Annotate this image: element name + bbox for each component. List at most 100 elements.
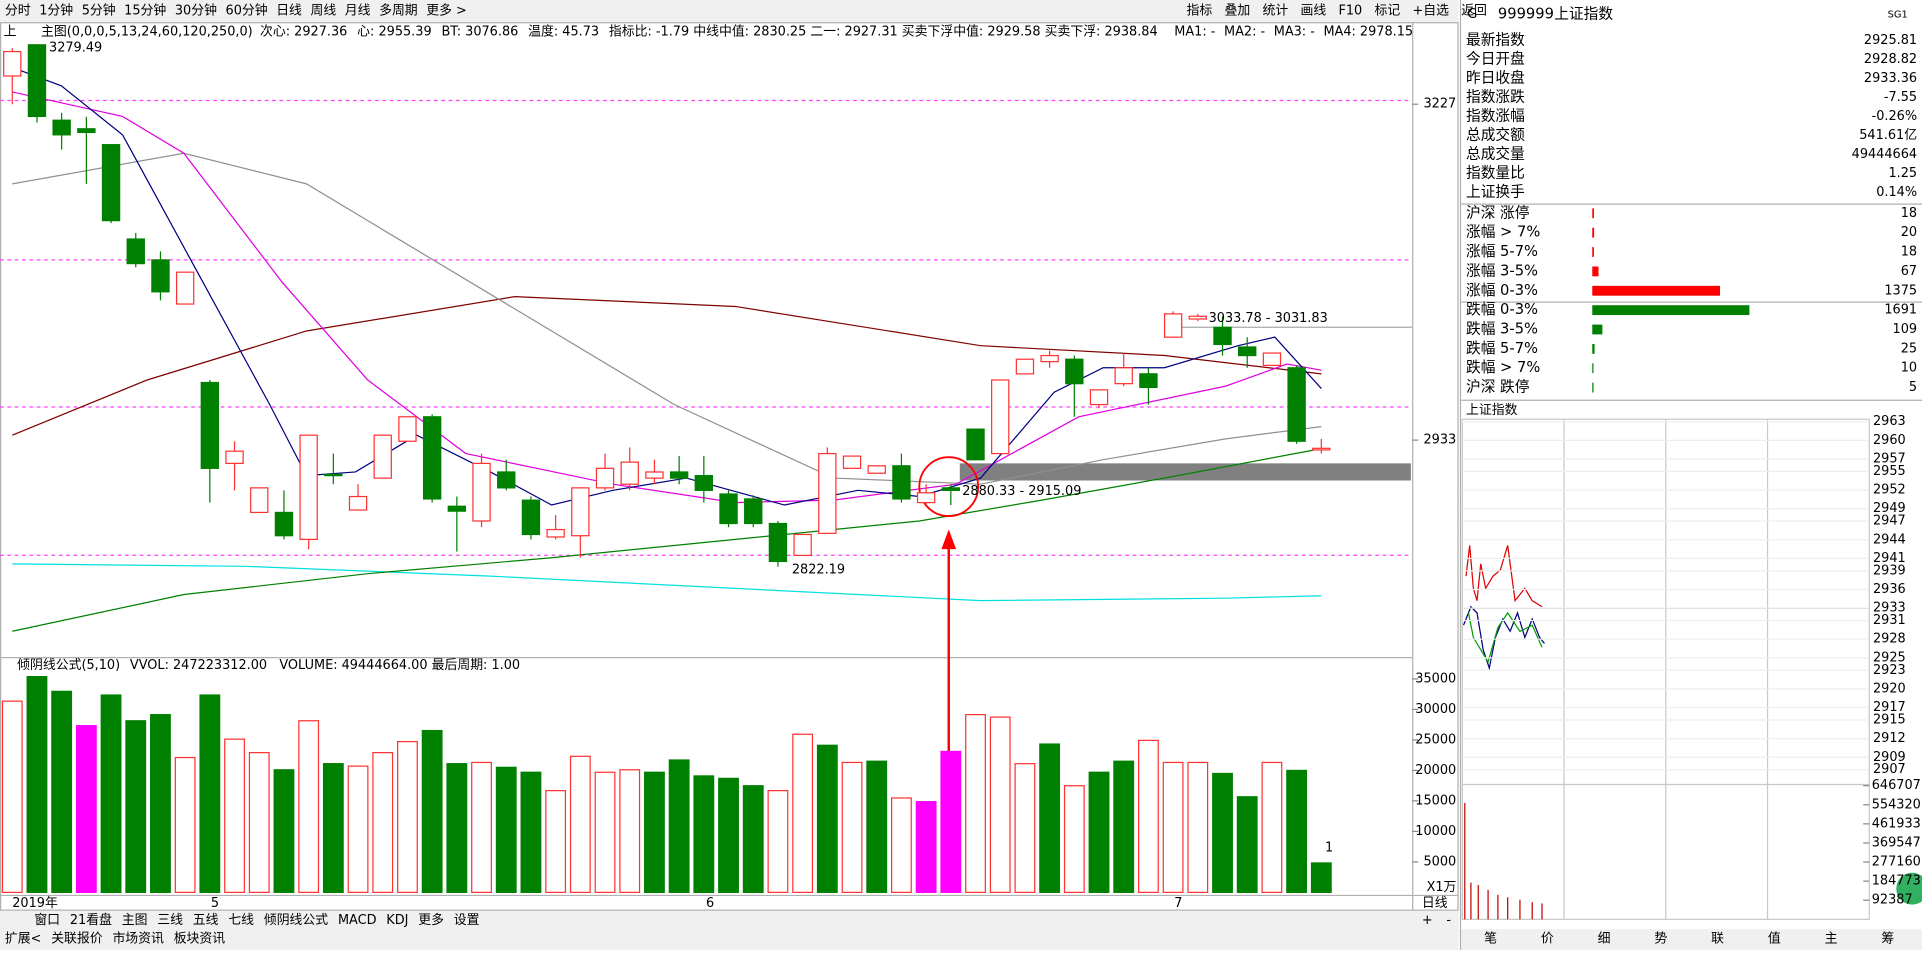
candle-body bbox=[1213, 326, 1232, 346]
right-tab[interactable]: 笔 bbox=[1484, 930, 1497, 946]
quote-label: 指数涨跌 bbox=[1466, 88, 1525, 105]
side-label[interactable]: - bbox=[1446, 913, 1451, 928]
volume-bar bbox=[150, 714, 171, 893]
intraday-tick: 2925 bbox=[1873, 650, 1906, 665]
toolbar-button[interactable]: 画线 bbox=[1300, 4, 1326, 19]
intraday-tick: 2963 bbox=[1873, 414, 1906, 429]
candle-body bbox=[620, 461, 639, 485]
candle-body bbox=[1262, 352, 1282, 366]
float-ball[interactable] bbox=[1896, 872, 1922, 905]
breadth-label: 涨幅 > 7% bbox=[1466, 224, 1540, 241]
tab[interactable]: 五线 bbox=[193, 913, 219, 928]
breadth-value: 18 bbox=[1901, 206, 1917, 221]
bottom-tab[interactable]: 市场资讯 bbox=[112, 930, 164, 946]
volume-bar bbox=[495, 766, 517, 893]
candle-body bbox=[126, 238, 145, 265]
right-tab[interactable]: 细 bbox=[1598, 931, 1611, 946]
tab[interactable]: 设置 bbox=[454, 913, 480, 928]
volume-bar bbox=[1212, 772, 1233, 893]
bottom-tab[interactable]: 板块资讯 bbox=[174, 931, 226, 946]
intraday-tick: 2923 bbox=[1873, 663, 1906, 678]
ma-label: MA1: - bbox=[1174, 24, 1215, 39]
right-tab-bar bbox=[1461, 929, 1922, 950]
intraday-tick: 2915 bbox=[1873, 712, 1906, 727]
right-tab[interactable]: 势 bbox=[1654, 930, 1667, 946]
toolbar-button[interactable]: 更多 > bbox=[426, 4, 467, 19]
breadth-label: 涨幅 5-7% bbox=[1466, 243, 1538, 260]
candle-body bbox=[1163, 313, 1183, 338]
right-tab[interactable]: 联 bbox=[1711, 931, 1724, 946]
quote-value: 2928.82 bbox=[1864, 52, 1917, 67]
intraday-title: 上证指数 bbox=[1466, 403, 1518, 418]
toolbar-button[interactable]: 指标 bbox=[1187, 4, 1213, 19]
toolbar-button[interactable]: 标记 bbox=[1374, 4, 1400, 19]
volume-marker: 1 bbox=[1325, 841, 1333, 856]
toolbar-button[interactable]: 多周期 bbox=[379, 4, 418, 19]
candle-body bbox=[3, 50, 22, 77]
candle-body bbox=[916, 492, 936, 504]
intraday-tick: 2949 bbox=[1873, 501, 1906, 516]
toolbar-button[interactable]: 统计 bbox=[1262, 4, 1288, 19]
volume-bar bbox=[125, 720, 147, 893]
toolbar-button[interactable]: 1分钟 bbox=[39, 3, 73, 19]
toolbar-button[interactable]: 15分钟 bbox=[124, 3, 166, 19]
side-label[interactable]: + bbox=[1422, 913, 1433, 928]
side-label[interactable]: 日线 bbox=[1422, 896, 1448, 911]
toolbar-button[interactable]: 5分钟 bbox=[82, 3, 116, 19]
toolbar-button[interactable]: 30分钟 bbox=[175, 3, 217, 19]
tab[interactable]: 21看盘 bbox=[70, 912, 112, 928]
intraday-tick: 2912 bbox=[1873, 731, 1906, 746]
tab[interactable]: 主图 bbox=[122, 913, 148, 928]
right-tab[interactable]: 筹 bbox=[1881, 930, 1894, 946]
intraday-lines bbox=[1462, 545, 1545, 671]
tab[interactable]: 七线 bbox=[228, 913, 254, 928]
toolbar-button[interactable]: 日线 bbox=[276, 4, 302, 19]
volume-bar bbox=[965, 714, 986, 893]
quote-label: 昨日收盘 bbox=[1466, 68, 1525, 86]
right-tab[interactable]: 主 bbox=[1825, 931, 1838, 946]
toolbar-button[interactable]: 月线 bbox=[345, 4, 371, 19]
toolbar-button[interactable]: 叠加 bbox=[1225, 4, 1251, 19]
right-tab[interactable]: 值 bbox=[1768, 930, 1781, 946]
volume-bar bbox=[224, 738, 245, 893]
breadth-bar bbox=[1592, 324, 1603, 335]
right-tab[interactable]: 价 bbox=[1541, 931, 1554, 946]
quote-label: 最新指数 bbox=[1466, 31, 1525, 48]
candle-body bbox=[497, 471, 516, 489]
tab[interactable]: 三线 bbox=[157, 913, 183, 928]
tab[interactable]: 倾阴线公式 bbox=[264, 913, 328, 928]
volume-bar bbox=[891, 797, 912, 893]
breadth-label: 跌幅 > 7% bbox=[1466, 359, 1540, 376]
toolbar-button[interactable]: 分时 bbox=[5, 4, 31, 19]
bottom-tab[interactable]: 扩展< bbox=[5, 931, 41, 946]
quote-value: 541.61亿 bbox=[1859, 128, 1917, 143]
toolbar-button[interactable]: F10 bbox=[1338, 4, 1362, 19]
intraday-vol-tick-label: 92387 bbox=[1872, 893, 1913, 908]
volume-bar bbox=[792, 733, 814, 893]
tab[interactable]: 更多 bbox=[418, 913, 444, 928]
toolbar-button[interactable]: 返回 bbox=[1461, 4, 1487, 19]
formula: 主图(0,0,0,5,13,24,60,120,250,0) bbox=[41, 24, 253, 39]
breadth-bar bbox=[1592, 285, 1721, 296]
highlight-circle bbox=[918, 456, 980, 517]
candle-body bbox=[1089, 389, 1109, 406]
tab[interactable]: 窗口 bbox=[34, 912, 60, 928]
volume-bar bbox=[51, 690, 73, 893]
candle-body bbox=[694, 475, 714, 491]
candle-body bbox=[373, 434, 392, 479]
toolbar-button[interactable]: 60分钟 bbox=[226, 3, 268, 19]
breadth-label: 沪深 跌停 bbox=[1466, 379, 1529, 396]
quote-value: 49444664 bbox=[1852, 147, 1917, 162]
tab[interactable]: KDJ bbox=[386, 913, 408, 928]
tab[interactable]: MACD bbox=[338, 913, 377, 928]
toolbar-button[interactable]: +自选 bbox=[1412, 4, 1449, 19]
breadth-bar bbox=[1592, 247, 1594, 257]
volume-bar bbox=[619, 769, 641, 893]
volume-bar bbox=[1236, 796, 1258, 893]
intraday-tick: 2960 bbox=[1873, 433, 1906, 448]
volume-bar bbox=[322, 763, 344, 893]
bottom-tab[interactable]: 关联报价 bbox=[51, 931, 103, 946]
toolbar-button[interactable]: 周线 bbox=[310, 4, 336, 19]
volume-bar bbox=[520, 771, 542, 893]
